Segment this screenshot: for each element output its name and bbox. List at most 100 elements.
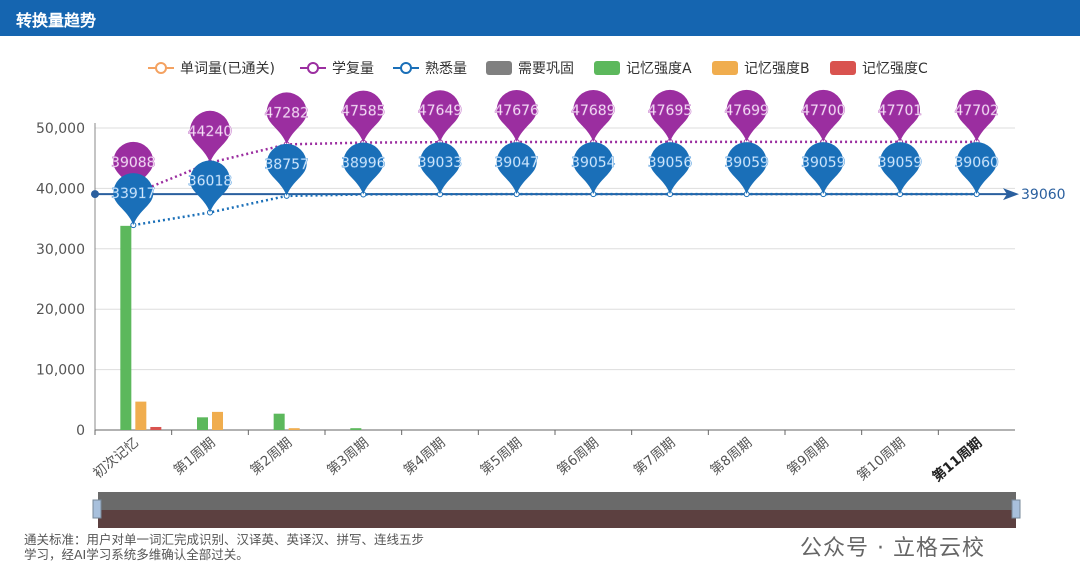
x-tick-label: 第8周期 <box>707 434 756 479</box>
zoom-slider-top <box>98 492 1016 510</box>
watermark: 公众号 · 立格云校 <box>800 536 985 561</box>
y-tick-label: 30,000 <box>36 242 85 258</box>
note: 通关标准：用户对单一词汇完成识别、汉译英、英译汉、拼写、连线五步学习，经AI学习… <box>24 532 425 562</box>
bar <box>288 428 300 430</box>
mark-line-arrow <box>1003 188 1019 201</box>
legend-label: 熟悉量 <box>425 61 467 77</box>
pin-label: 38757 <box>264 157 309 173</box>
mark-line-start <box>91 190 99 199</box>
line <box>133 192 977 227</box>
pin-label: 39059 <box>801 155 846 171</box>
pin-label: 39060 <box>954 155 999 171</box>
pin <box>573 89 614 142</box>
pin <box>726 142 767 195</box>
pin-label: 47702 <box>954 103 999 119</box>
x-tick-label: 第10周期 <box>853 434 908 484</box>
x-tick-label: 第3周期 <box>323 434 372 479</box>
pin <box>880 142 920 195</box>
pin <box>803 142 844 195</box>
pin <box>726 89 767 142</box>
pin <box>803 89 844 142</box>
pin-label: 44240 <box>188 124 233 140</box>
y-tick-label: 0 <box>76 423 85 439</box>
legend-swatch <box>400 62 412 74</box>
pin-label: 47701 <box>878 103 923 119</box>
pin <box>573 142 614 195</box>
legend-label: 记忆强度B <box>744 61 810 77</box>
pin-label: 47695 <box>648 103 693 119</box>
pin <box>496 90 537 143</box>
pin-label: 33917 <box>111 186 156 202</box>
pin <box>420 142 460 195</box>
legend-swatch <box>155 62 167 74</box>
pin <box>650 89 690 142</box>
legend-swatch <box>307 62 319 74</box>
pin-label: 36018 <box>188 173 233 189</box>
legend-swatch <box>830 61 856 75</box>
pin-label: 38996 <box>341 155 386 171</box>
y-tick-label: 50,000 <box>36 121 85 137</box>
pin-label: 39088 <box>111 155 156 171</box>
pin <box>343 142 384 195</box>
pin-label: 47676 <box>494 103 539 119</box>
legend-swatch <box>486 61 512 75</box>
x-tick-label: 第6周期 <box>553 434 602 479</box>
pin <box>880 89 920 142</box>
legend-label: 记忆强度A <box>626 61 692 77</box>
pin <box>956 89 997 142</box>
legend-label: 单词量(已通关) <box>180 61 275 77</box>
pin <box>343 90 384 143</box>
bar <box>212 411 223 430</box>
x-tick-label: 第4周期 <box>400 434 449 479</box>
pin <box>266 92 307 145</box>
pin-label: 47700 <box>801 103 846 119</box>
pin <box>956 142 997 195</box>
pin-label: 39059 <box>724 155 769 171</box>
x-tick-label: 第1周期 <box>170 434 219 479</box>
pin-label: 47585 <box>341 104 386 120</box>
pin-label: 39059 <box>878 155 923 171</box>
pin <box>496 142 537 195</box>
legend-swatch <box>594 61 620 75</box>
pin-label: 47649 <box>418 103 463 119</box>
pin-label: 39056 <box>648 155 693 171</box>
pin <box>190 110 230 163</box>
x-tick-label: 第7周期 <box>630 434 679 479</box>
x-tick-label: 第5周期 <box>477 434 526 479</box>
y-tick-label: 40,000 <box>36 181 85 197</box>
pin-label: 47689 <box>571 103 616 119</box>
chart-title: 转换量趋势 <box>16 11 97 30</box>
pin-label: 47699 <box>724 103 769 119</box>
pin-label: 47282 <box>264 105 309 121</box>
pin <box>420 90 460 143</box>
pin <box>266 143 307 196</box>
pin-label: 39047 <box>494 155 539 171</box>
y-tick-label: 20,000 <box>36 302 85 318</box>
legend-swatch <box>712 61 738 75</box>
pin <box>113 173 154 226</box>
bar <box>273 413 285 430</box>
bar <box>350 428 362 430</box>
legend-label: 记忆强度C <box>862 61 928 77</box>
bar <box>135 401 147 430</box>
zoom-handle[interactable] <box>92 499 102 519</box>
pin <box>113 141 154 194</box>
x-tick-label: 第11周期 <box>929 434 985 485</box>
header: 转换量趋势 <box>0 0 1080 36</box>
bar <box>150 426 162 430</box>
zoom-handle[interactable] <box>1011 499 1021 519</box>
line <box>132 140 977 196</box>
bar <box>120 225 132 430</box>
x-tick-label: 第2周期 <box>247 434 296 479</box>
bar <box>197 417 208 430</box>
pin-label: 39033 <box>418 155 463 171</box>
legend-label: 需要巩固 <box>518 61 574 77</box>
y-tick-label: 10,000 <box>36 363 85 379</box>
pin <box>190 160 230 213</box>
mark-line-label: 39060 <box>1021 187 1066 203</box>
pin-label: 39054 <box>571 155 616 171</box>
pin <box>650 142 690 195</box>
legend-label: 学复量 <box>332 60 374 77</box>
